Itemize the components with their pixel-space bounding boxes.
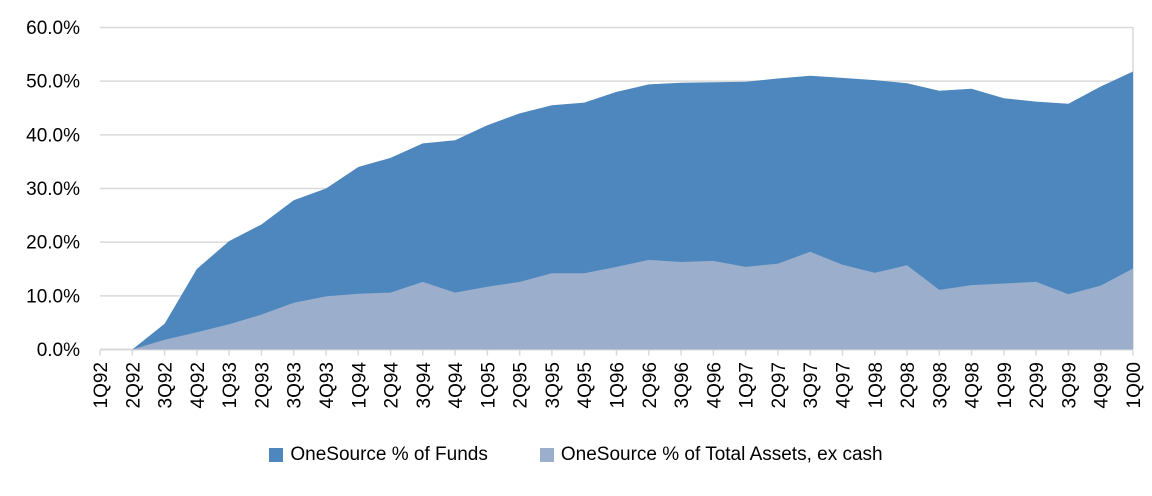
x-axis-label: 1Q95 — [478, 362, 499, 408]
y-axis-label: 0.0% — [37, 340, 80, 361]
total-assets-area — [100, 251, 1133, 350]
y-axis-label: 60.0% — [26, 18, 80, 39]
x-axis-label: 2Q97 — [769, 362, 790, 408]
legend-item-total-assets: OneSource % of Total Assets, ex cash — [539, 444, 883, 466]
legend-label-funds: OneSource % of Funds — [290, 444, 488, 465]
y-axis-label: 10.0% — [26, 286, 80, 307]
x-axis-label: 4Q98 — [963, 362, 984, 408]
x-axis-label: 4Q95 — [575, 362, 596, 408]
chart-legend: OneSource % of Funds OneSource % of Tota… — [0, 444, 1152, 466]
x-axis-label: 2Q94 — [382, 362, 403, 409]
legend-item-funds: OneSource % of Funds — [269, 444, 488, 466]
x-axis-label: 4Q96 — [704, 362, 725, 408]
x-axis-label: 3Q97 — [801, 362, 822, 408]
y-axis-label: 30.0% — [26, 179, 80, 200]
x-axis-label: 1Q94 — [349, 362, 370, 409]
x-axis-label: 3Q92 — [156, 362, 177, 408]
x-axis-label: 4Q94 — [446, 362, 467, 409]
x-axis-label: 3Q95 — [543, 362, 564, 408]
x-axis-label: 2Q93 — [252, 362, 273, 408]
x-axis-label: 1Q92 — [91, 362, 112, 408]
x-axis-label: 3Q99 — [1059, 362, 1080, 408]
y-axis-label: 50.0% — [26, 72, 80, 93]
x-axis-label: 1Q93 — [220, 362, 241, 408]
x-axis-label: 4Q97 — [833, 362, 854, 408]
area-chart: 0.0% 10.0% 20.0% 30.0% 40.0% 50.0% 60.0% 1Q92 2Q… — [26, 18, 1145, 409]
x-axis-label: 4Q92 — [188, 362, 209, 408]
x-axis-label: 1Q98 — [866, 362, 887, 408]
legend-swatch-funds-icon — [269, 448, 284, 462]
x-axis-label: 3Q98 — [930, 362, 951, 408]
x-axis-label: 1Q96 — [608, 362, 629, 408]
legend-label-total-assets: OneSource % of Total Assets, ex cash — [560, 444, 883, 465]
x-axis-label: 2Q95 — [511, 362, 532, 408]
x-axis-label: 3Q93 — [285, 362, 306, 408]
x-axis-label: 2Q92 — [123, 362, 144, 408]
x-axis-label: 4Q93 — [317, 362, 338, 408]
x-axis-label: 1Q97 — [737, 362, 758, 408]
x-axis-label: 2Q99 — [1027, 362, 1048, 408]
x-axis-label: 1Q00 — [1124, 362, 1145, 408]
legend-swatch-total-assets-icon — [539, 448, 554, 462]
y-axis-label: 40.0% — [26, 125, 80, 146]
x-axis-label: 1Q99 — [995, 362, 1016, 408]
x-axis-label: 4Q99 — [1092, 362, 1113, 408]
x-axis-label: 3Q94 — [414, 362, 435, 409]
x-axis-label: 2Q98 — [898, 362, 919, 408]
x-axis-label: 2Q96 — [640, 362, 661, 408]
x-axis-label: 3Q96 — [672, 362, 693, 408]
y-axis-label: 20.0% — [26, 233, 80, 254]
